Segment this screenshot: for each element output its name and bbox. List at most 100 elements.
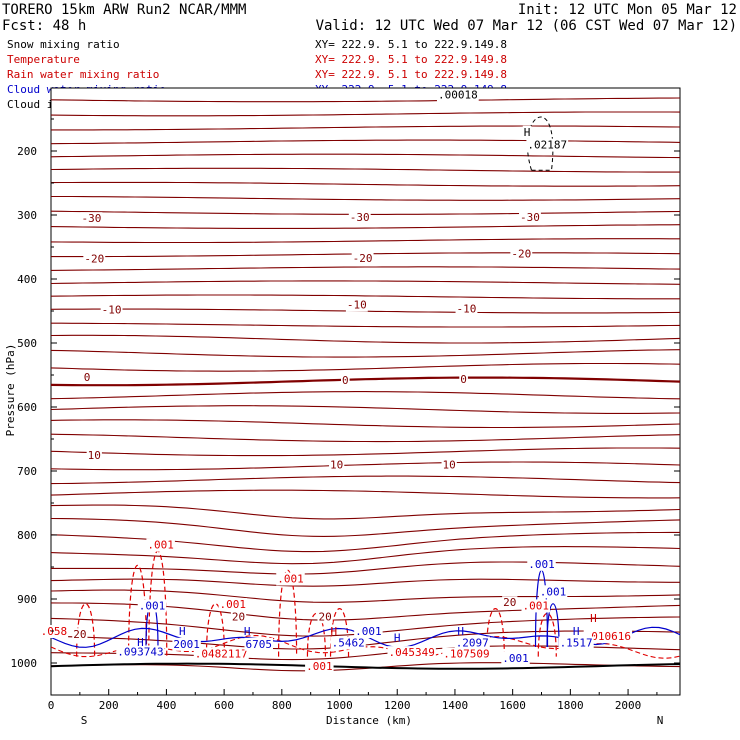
isotherm-label: -10: [102, 304, 122, 317]
isotherm-line: [50, 153, 681, 159]
cloud-water-label: 6705: [245, 638, 272, 651]
isotherm-line: [50, 294, 680, 300]
isotherm-label-bg: [72, 628, 88, 642]
cloud-ice-label-bg: [436, 88, 479, 102]
isotherm-label-bg: [82, 370, 92, 384]
y-tick-label: 1000: [11, 657, 38, 670]
cloud-water-label: .001: [502, 652, 529, 665]
isotherm-line: [51, 125, 681, 131]
isotherm-label-bg: [455, 302, 478, 316]
cloud-water-label-bg: [116, 645, 165, 659]
rain-label: .001: [147, 539, 174, 552]
rain-contour: [277, 569, 298, 657]
legend-field-xy: XY= 222.9. 5.1 to 222.9.149.8: [315, 53, 507, 66]
y-tick-label: 900: [17, 593, 37, 606]
isotherm-label-bg: [317, 610, 333, 624]
rain-label: .001: [522, 599, 549, 612]
cloud-water-label-bg: [454, 636, 490, 650]
isotherm-label: 10: [88, 449, 101, 462]
isotherm-line: [50, 489, 681, 499]
isotherm-line: [50, 405, 681, 414]
rain-label-bg: [146, 538, 175, 552]
rain-label: .107509: [443, 647, 489, 660]
rain-label-bg: [387, 646, 436, 660]
isotherm-line: [50, 280, 681, 285]
isotherm-line: [51, 561, 681, 575]
plot-area: -30 -30 -30 -20 -20 -20 -10 -10 -10 0 0 0 10 10 10 20 20…: [39, 87, 681, 696]
x-end-left: S: [81, 714, 88, 727]
valid-time: Valid: 12 UTC Wed 07 Mar 12 (06 CST Wed …: [316, 18, 737, 34]
cloud-ice-label: .02187: [527, 139, 567, 152]
x-tick-label: 800: [272, 699, 292, 712]
rain-label-bg: [442, 647, 491, 661]
cloud-water-label: .2097: [456, 637, 489, 650]
isotherm-line: [50, 362, 681, 372]
x-axis-label: Distance (km): [326, 714, 412, 727]
cloud-water-tower: [546, 603, 560, 648]
isotherm-label-bg: [80, 212, 103, 226]
isotherm-line: [50, 546, 681, 565]
isotherm-line: [50, 578, 680, 587]
isotherm-label: 20: [232, 610, 245, 623]
legend-field-name: Rain water mixing ratio: [7, 68, 159, 81]
isotherm-label-bg: [459, 372, 468, 386]
rain-label-bg: [521, 599, 550, 613]
isotherm-label: 20: [318, 610, 331, 623]
x-end-right: N: [657, 714, 664, 727]
terrain-line: [50, 662, 681, 670]
isotherm-label: -10: [347, 299, 367, 312]
isotherm-label-bg: [340, 374, 350, 388]
rain-contour: [205, 603, 226, 657]
cloud-ice-label: .00018: [438, 89, 478, 102]
x-tick-label: 1600: [499, 699, 526, 712]
max-marker: H: [137, 636, 144, 649]
isotherm-label: 10: [443, 459, 456, 472]
isotherm-label-bg: [100, 303, 123, 317]
x-tick-label: 200: [99, 699, 119, 712]
isotherm-line: [50, 475, 681, 485]
x-tick-label: 1400: [442, 699, 469, 712]
max-marker: H: [573, 625, 580, 638]
cloud-water-label: 2001: [173, 638, 200, 651]
isotherm-label-bg: [502, 596, 518, 610]
rain-label-bg: [218, 598, 248, 612]
isotherm-line: [50, 349, 681, 358]
max-marker: H: [244, 625, 251, 638]
isotherm-line: [50, 376, 681, 387]
isotherm-line: [51, 322, 681, 328]
isotherm-line: [50, 391, 681, 400]
y-axis-label: Pressure (hPa): [4, 344, 17, 437]
y-tick-label: 800: [17, 529, 37, 542]
isotherm-label-bg: [345, 298, 368, 312]
isotherm-line: [50, 111, 681, 117]
isotherm-line: [50, 224, 681, 229]
isotherm-label: -20: [84, 253, 104, 266]
max-marker: H: [330, 625, 337, 638]
rain-label: .001: [220, 598, 247, 611]
isotherm-line: [50, 97, 681, 103]
isotherm-line: [50, 238, 680, 244]
x-tick-label: 0: [48, 699, 55, 712]
contour-labels: -30 -30 -30 -20 -20 -20 -10 -10 -10 0 0 0 10 10 10 20 20…: [39, 88, 633, 674]
isotherm-line: [51, 195, 681, 201]
cloud-water-label-bg: [330, 636, 366, 650]
y-tick-label: 500: [17, 337, 37, 350]
max-marker: H: [590, 612, 597, 625]
isotherm-label: 20: [73, 628, 86, 641]
cloud-water-label: .001: [139, 599, 166, 612]
isotherm-label: 0: [460, 373, 467, 386]
legend-field-xy: XY= 222.9. 5.1 to 222.9.149.8: [315, 68, 507, 81]
cloud-water-label: .001: [528, 558, 555, 571]
rain-label-bg: [276, 572, 305, 586]
isotherm-label-bg: [83, 252, 106, 266]
rain-label: .010616: [585, 630, 631, 643]
cloud-water-label-bg: [172, 637, 201, 651]
isotherm-label-bg: [329, 458, 345, 472]
x-tick-label: 2000: [615, 699, 642, 712]
rain-contour: [127, 565, 148, 657]
forecast-hour: Fcst: 48 h: [2, 18, 86, 34]
isotherm-label-bg: [510, 247, 533, 261]
isotherm-label: 0: [84, 371, 91, 384]
rain-label-bg: [583, 630, 633, 644]
